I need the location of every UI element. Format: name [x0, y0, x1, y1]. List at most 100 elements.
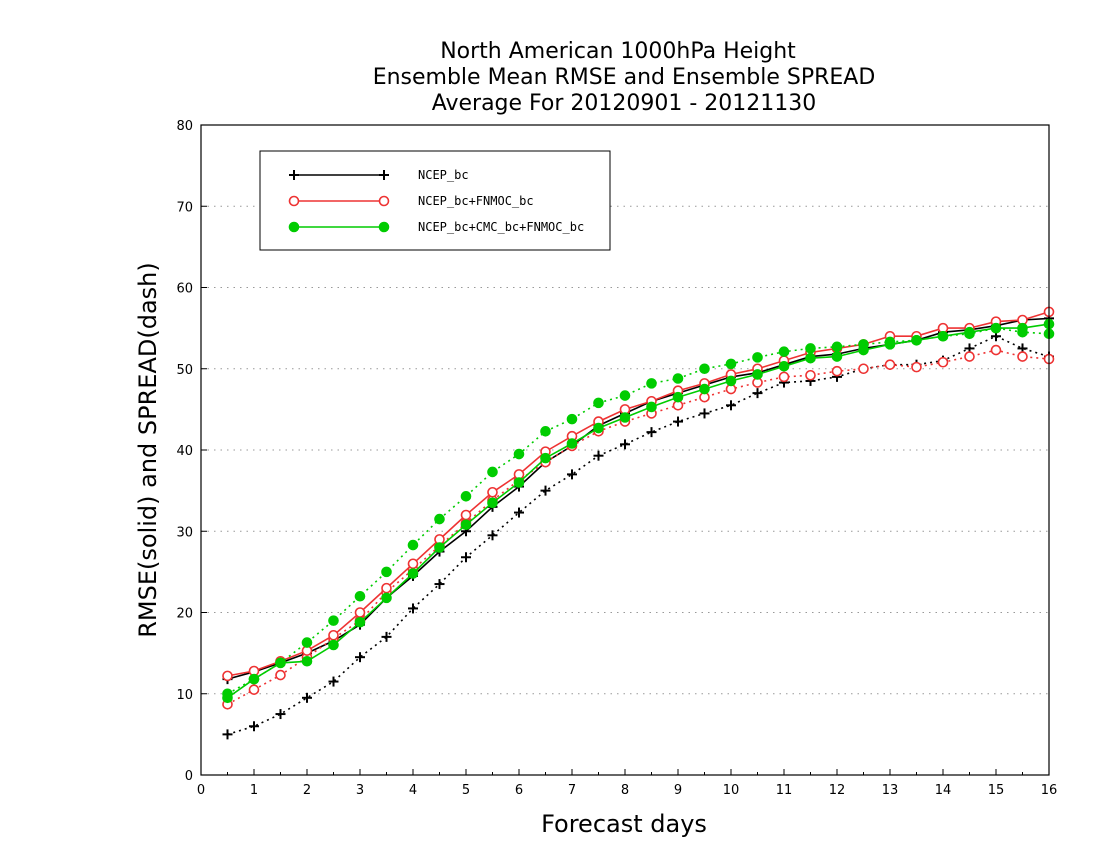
- spread-point: [619, 390, 631, 401]
- rmse-line-2: [227, 323, 1050, 699]
- rmse-point: [831, 351, 843, 362]
- rmse-point: [593, 422, 604, 434]
- spread-point: [355, 652, 365, 663]
- y-tick-label: 40: [176, 444, 193, 459]
- x-tick-label: 16: [1041, 783, 1058, 798]
- spread-point: [672, 373, 684, 384]
- rmse-point: [513, 477, 525, 488]
- rmse-point: [566, 438, 578, 449]
- legend-marker: [379, 170, 389, 180]
- spread-line-0: [227, 335, 1050, 736]
- x-tick-label: 4: [409, 783, 417, 798]
- x-tick-label: 5: [462, 783, 470, 798]
- rmse-line-0: [227, 317, 1050, 680]
- legend-marker: [378, 221, 390, 233]
- spread-point: [831, 365, 843, 377]
- spread-point: [381, 566, 392, 578]
- x-tick-label: 11: [776, 783, 793, 798]
- rmse-point: [407, 568, 419, 579]
- spread-point: [805, 343, 816, 354]
- spread-point: [566, 413, 578, 425]
- chart-title: North American 1000hPa Height Ensemble M…: [373, 39, 876, 116]
- rmse-point: [381, 582, 392, 594]
- spread-point: [407, 539, 419, 551]
- spread-point: [752, 388, 763, 399]
- legend-item-0: NCEP_bc: [289, 168, 469, 182]
- legend-item-2: NCEP_bc+CMC_bc+FNMOC_bc: [288, 220, 584, 234]
- spread-point: [275, 669, 286, 681]
- x-tick-label: 3: [356, 783, 364, 798]
- rmse-point: [990, 322, 1002, 334]
- legend-label: NCEP_bc: [418, 168, 469, 182]
- spread-point: [513, 448, 525, 460]
- rmse-point: [964, 326, 975, 338]
- y-tick-label: 50: [176, 363, 193, 378]
- spread-point: [275, 709, 286, 720]
- spread-point: [460, 491, 472, 502]
- spread-point: [222, 729, 233, 740]
- rmse-point: [911, 335, 922, 346]
- spread-point: [673, 416, 683, 427]
- spread-point: [699, 363, 710, 375]
- rmse-point: [858, 344, 869, 356]
- x-tick-label: 1: [250, 783, 258, 798]
- y-tick-label: 30: [176, 525, 193, 540]
- rmse-point: [301, 655, 313, 667]
- legend-marker: [288, 195, 300, 207]
- rmse-point: [328, 629, 339, 641]
- rmse-point: [354, 616, 366, 628]
- rmse-point: [434, 542, 445, 553]
- spread-point: [778, 371, 790, 383]
- rmse-point: [1017, 322, 1028, 334]
- rmse-point: [752, 369, 763, 380]
- rmse-point: [672, 391, 684, 403]
- rmse-point: [540, 452, 551, 464]
- x-tick-label: 2: [303, 783, 311, 798]
- rmse-point: [646, 401, 657, 413]
- rmse-point: [407, 558, 419, 570]
- spread-point: [354, 590, 366, 602]
- rmse-point: [778, 361, 790, 372]
- spread-point: [593, 397, 604, 409]
- y-axis-label: RMSE(solid) and SPREAD(dash): [134, 262, 162, 638]
- title-line-1: North American 1000hPa Height: [440, 39, 796, 64]
- spread-point: [858, 363, 869, 375]
- spread-point: [434, 579, 445, 590]
- x-tick-label: 6: [515, 783, 523, 798]
- title-line-3: Average For 20120901 - 20121130: [432, 91, 817, 116]
- spread-point: [805, 369, 816, 381]
- title-line-2: Ensemble Mean RMSE and Ensemble SPREAD: [373, 65, 876, 90]
- x-tick-label: 8: [621, 783, 629, 798]
- legend-marker: [289, 170, 299, 180]
- spread-point: [831, 341, 843, 353]
- rmse-point: [487, 497, 498, 509]
- series-1: [222, 306, 1055, 710]
- y-tick-label: 60: [176, 282, 193, 297]
- x-tick-label: 12: [829, 783, 846, 798]
- x-tick-label: 14: [935, 783, 952, 798]
- spread-point: [461, 552, 471, 563]
- x-axis-label: Forecast days: [541, 810, 707, 838]
- spread-point: [646, 427, 657, 438]
- spread-point: [778, 346, 790, 357]
- spread-point: [990, 344, 1002, 356]
- rmse-point: [248, 673, 260, 685]
- spread-point: [1017, 351, 1028, 362]
- legend: NCEP_bc NCEP_bc+FNMOC_bc NCEP_bc+CMC_bc+FN…: [259, 150, 611, 251]
- rmse-point: [619, 412, 631, 423]
- rmse-point: [275, 657, 286, 669]
- x-tick-label: 0: [197, 783, 205, 798]
- spread-point: [964, 351, 975, 362]
- rmse-point: [460, 519, 472, 531]
- y-tick-label: 20: [176, 607, 193, 622]
- spread-point: [248, 684, 260, 695]
- spread-point: [249, 721, 259, 732]
- rmse-point: [937, 330, 949, 342]
- spread-point: [593, 450, 604, 461]
- rmse-point: [381, 592, 392, 604]
- legend-item-1: NCEP_bc+FNMOC_bc: [288, 194, 534, 208]
- rmse-point: [222, 670, 233, 682]
- rmse-point: [487, 486, 498, 498]
